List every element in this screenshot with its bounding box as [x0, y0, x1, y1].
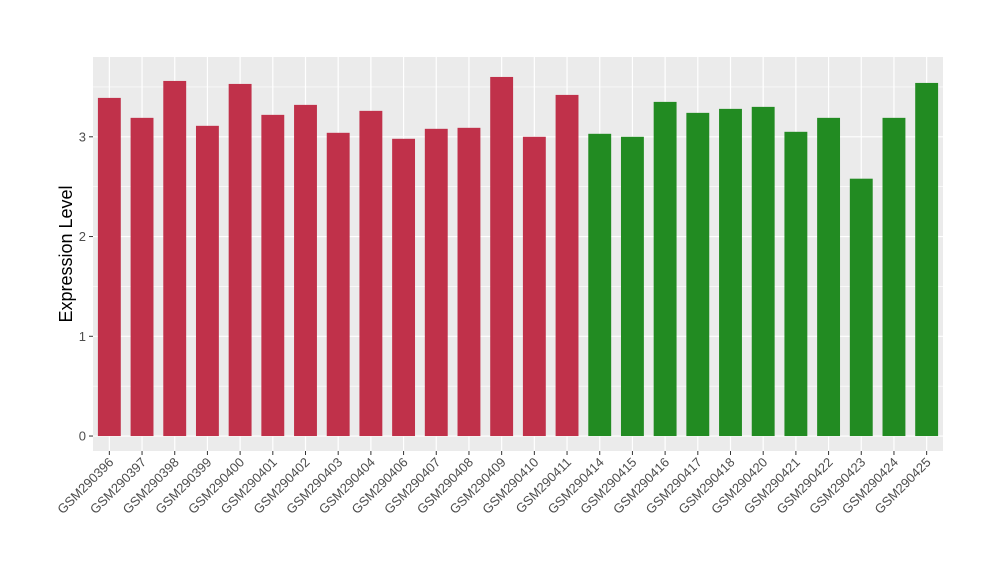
bar-GSM290410	[522, 136, 546, 437]
bar-GSM290397	[130, 117, 154, 437]
bar-GSM290409	[490, 76, 514, 437]
y-tick-label: 1	[79, 329, 86, 344]
bar-GSM290418	[719, 108, 742, 437]
bar-GSM290425	[915, 82, 939, 437]
bar-GSM290401	[261, 114, 285, 437]
y-tick-label: 2	[79, 229, 86, 244]
bar-GSM290422	[817, 117, 841, 437]
bar-GSM290414	[588, 133, 612, 437]
bar-GSM290408	[457, 127, 481, 437]
bar-GSM290403	[326, 132, 350, 437]
y-axis-label: Expression Level	[56, 185, 76, 322]
bar-GSM290424	[882, 117, 906, 437]
bar-GSM290398	[163, 80, 187, 437]
plot-panel	[93, 57, 943, 451]
bar-GSM290423	[849, 178, 873, 437]
bar-GSM290420	[751, 106, 775, 437]
bar-GSM290404	[359, 110, 383, 437]
bar-GSM290416	[653, 101, 677, 437]
bar-GSM290407	[424, 128, 448, 437]
bar-GSM290417	[686, 112, 710, 437]
bar-GSM290406	[392, 138, 416, 437]
bar-GSM290396	[97, 97, 121, 437]
y-axis: 0 1 2 3	[79, 129, 93, 444]
bar-GSM290400	[228, 83, 252, 437]
x-axis: GSM290396GSM290397GSM290398GSM290399GSM2…	[54, 451, 934, 517]
bar-GSM290411	[555, 94, 579, 437]
y-tick-label: 0	[79, 429, 86, 444]
y-tick-label: 3	[79, 129, 86, 144]
bar-GSM290399	[195, 125, 219, 437]
bar-GSM290402	[294, 104, 317, 437]
bar-GSM290421	[784, 131, 808, 437]
bars	[97, 76, 939, 437]
bar-GSM290415	[620, 136, 644, 437]
